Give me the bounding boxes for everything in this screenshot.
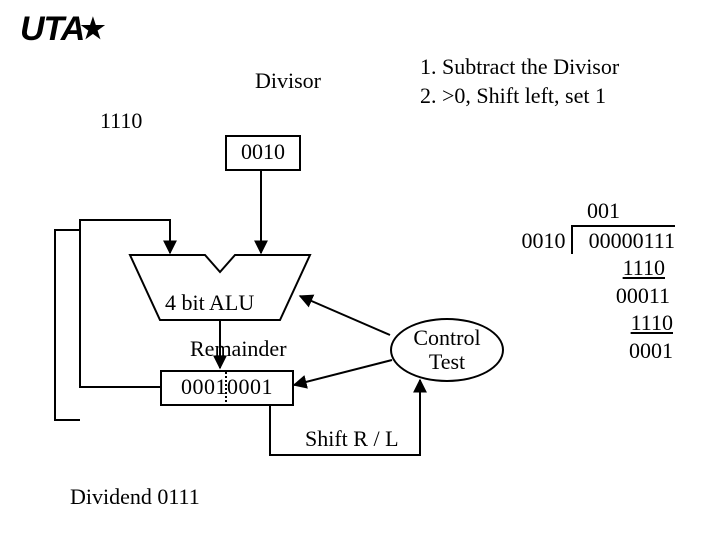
uta-logo: UTA★: [20, 10, 104, 49]
ld-r4: 0001: [475, 337, 675, 365]
ld-quotient: 001: [475, 197, 675, 225]
ld-row1: 0010 00000111: [475, 225, 675, 255]
ld-r2: 00011: [475, 282, 675, 310]
alu-label: 4 bit ALU: [165, 290, 254, 316]
arrow-control-to-remainder: [294, 360, 392, 385]
step-2: 2. >0, Shift left, set 1: [420, 82, 619, 111]
remainder-split-divider: [225, 372, 227, 402]
divisor-register: 0010: [225, 135, 301, 171]
remainder-label: Remainder: [190, 336, 287, 362]
ld-r1: 1110: [475, 254, 675, 282]
feedback-loop: [80, 220, 170, 387]
control-line1: Control: [413, 326, 480, 350]
value-1110: 1110: [100, 108, 142, 134]
logo-star-icon: ★: [80, 12, 104, 45]
logo-text: UTA: [20, 10, 84, 48]
remainder-register: 00010001: [160, 370, 294, 406]
ld-divisor: 0010: [522, 228, 566, 253]
steps-list: 1. Subtract the Divisor 2. >0, Shift lef…: [420, 53, 619, 110]
step-1: 1. Subtract the Divisor: [420, 53, 619, 82]
remainder-register-value: 00010001: [181, 374, 273, 399]
dividend-label: Dividend 0111: [70, 484, 200, 510]
long-division: 001 0010 00000111 1110 00011 1110 0001: [475, 197, 675, 364]
divisor-register-value: 0010: [241, 139, 285, 164]
ld-dividend: 00000111: [571, 225, 675, 255]
shift-label: Shift R / L: [305, 426, 399, 452]
control-line2: Test: [429, 350, 465, 374]
arrow-control-to-alu: [300, 296, 390, 335]
ld-r3: 1110: [475, 309, 675, 337]
divisor-label: Divisor: [255, 68, 321, 94]
left-bracket: [55, 230, 80, 420]
